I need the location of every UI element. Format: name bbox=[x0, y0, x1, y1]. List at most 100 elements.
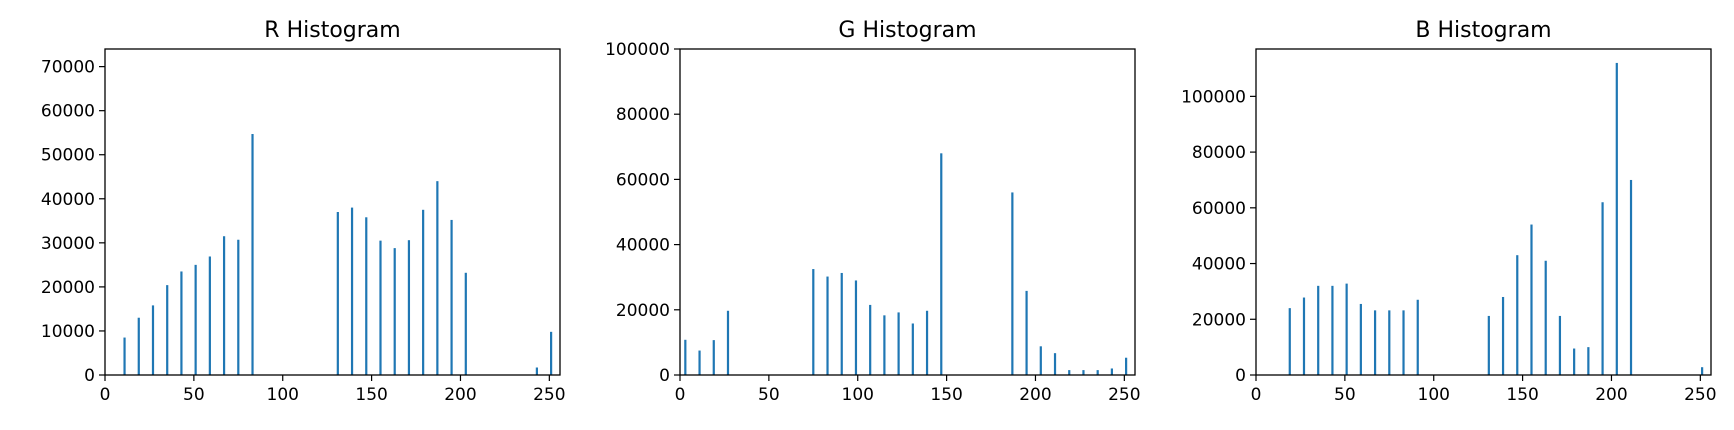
b-histogram-bar bbox=[1701, 367, 1704, 375]
g-y-tick-label: 40000 bbox=[616, 236, 670, 256]
g-y-tick-label: 60000 bbox=[616, 170, 670, 190]
g-histogram-bar bbox=[698, 350, 701, 375]
r-axes-frame bbox=[104, 48, 561, 376]
r-y-tick-label: 50000 bbox=[41, 146, 95, 166]
g-histogram-bar bbox=[712, 340, 715, 375]
r-histogram-bar bbox=[237, 239, 240, 375]
r-histogram-panel: R Histogram 0 50 100 150 200 250 0 10000 20000 300… bbox=[41, 18, 566, 405]
b-histogram-bar bbox=[1615, 62, 1618, 376]
r-y-tick-label: 20000 bbox=[41, 278, 95, 298]
g-histogram-bar bbox=[940, 153, 943, 375]
g-y-tick-label: 20000 bbox=[616, 301, 670, 321]
b-x-tick-label: 50 bbox=[1334, 385, 1356, 405]
g-x-tick-label: 150 bbox=[930, 385, 962, 405]
g-x-tick-label: 50 bbox=[758, 385, 780, 405]
b-histogram-bar bbox=[1573, 348, 1576, 375]
r-histogram-bar bbox=[535, 367, 538, 375]
g-histogram-bar bbox=[1125, 357, 1128, 375]
r-histogram-bar bbox=[137, 317, 140, 375]
r-histogram-bar bbox=[151, 305, 155, 375]
r-histogram-bar bbox=[222, 236, 226, 375]
g-y-tick-label: 80000 bbox=[616, 105, 670, 125]
b-axes-frame bbox=[1255, 48, 1712, 376]
b-y-tick-label: 0 bbox=[1235, 366, 1246, 386]
b-histogram-bar bbox=[1345, 283, 1348, 375]
g-histogram-bar bbox=[925, 310, 929, 375]
g-axes-frame bbox=[679, 48, 1136, 376]
g-y-tick-label: 100000 bbox=[605, 40, 670, 60]
g-histogram-bar bbox=[911, 323, 914, 375]
r-x-tick-label: 0 bbox=[100, 385, 111, 405]
b-histogram-panel: B Histogram 0 50 100 150 200 250 0 20000 40000 600… bbox=[1181, 18, 1716, 405]
b-histogram-bar bbox=[1587, 347, 1590, 375]
b-histogram-bar bbox=[1501, 296, 1505, 375]
g-histogram-bar bbox=[883, 315, 886, 375]
b-histogram-bar bbox=[1601, 202, 1604, 375]
r-y-tick-label: 10000 bbox=[41, 322, 95, 342]
r-histogram-bar bbox=[336, 212, 339, 375]
r-y-tick-label: 60000 bbox=[41, 102, 95, 122]
b-histogram-bar bbox=[1388, 310, 1391, 375]
r-y-tick-label: 40000 bbox=[41, 190, 95, 210]
g-histogram-bar bbox=[826, 276, 829, 375]
r-histogram-bar bbox=[550, 331, 553, 375]
r-histogram-bar bbox=[450, 219, 453, 375]
r-histogram-bar bbox=[464, 272, 467, 375]
b-x-tick-label: 200 bbox=[1595, 385, 1627, 405]
r-histogram-bar bbox=[123, 337, 126, 375]
b-x-tick-label: 100 bbox=[1418, 385, 1450, 405]
b-histogram-bar bbox=[1530, 224, 1533, 375]
r-y-tick-label: 70000 bbox=[41, 58, 95, 78]
g-x-tick-label: 100 bbox=[842, 385, 874, 405]
b-histogram-bar bbox=[1402, 310, 1405, 375]
g-histogram-bar bbox=[1082, 370, 1085, 375]
b-histogram-bar bbox=[1331, 285, 1334, 375]
b-y-tick-label: 20000 bbox=[1192, 310, 1246, 330]
r-histogram-title: R Histogram bbox=[264, 18, 400, 43]
r-histogram-bar bbox=[166, 285, 169, 375]
b-histogram-bar bbox=[1373, 310, 1377, 375]
b-histogram-bar bbox=[1558, 315, 1562, 375]
r-histogram-bar bbox=[251, 134, 254, 375]
r-x-tick-label: 100 bbox=[267, 385, 299, 405]
r-y-tick-label: 0 bbox=[84, 366, 95, 386]
b-x-tick-label: 150 bbox=[1506, 385, 1538, 405]
g-histogram-bar bbox=[726, 310, 730, 375]
r-histogram-bar bbox=[393, 248, 396, 375]
b-histogram-bar bbox=[1516, 255, 1519, 375]
r-histogram-bar bbox=[350, 207, 354, 375]
b-histogram-bar bbox=[1416, 299, 1419, 375]
g-histogram-bar bbox=[1068, 370, 1071, 375]
g-histogram-bar bbox=[869, 304, 872, 375]
b-histogram-bar bbox=[1317, 285, 1320, 375]
g-histogram-bar bbox=[840, 272, 843, 375]
g-histogram-panel: G Histogram 0 50 100 150 200 250 0 20000 40000 600… bbox=[605, 18, 1140, 405]
g-histogram-bar bbox=[684, 339, 687, 375]
b-y-tick-label: 100000 bbox=[1181, 87, 1246, 107]
g-x-tick-label: 250 bbox=[1108, 385, 1140, 405]
r-histogram-bar bbox=[407, 240, 411, 375]
b-histogram-bar bbox=[1487, 315, 1490, 375]
r-x-tick-label: 250 bbox=[533, 385, 565, 405]
r-y-tick-label: 30000 bbox=[41, 234, 95, 254]
b-histogram-bar bbox=[1629, 179, 1633, 375]
b-histogram-title: B Histogram bbox=[1415, 18, 1551, 43]
g-histogram-bar bbox=[812, 269, 815, 375]
b-y-tick-label: 60000 bbox=[1192, 199, 1246, 219]
b-x-tick-label: 0 bbox=[1251, 385, 1262, 405]
g-x-tick-label: 200 bbox=[1019, 385, 1051, 405]
b-histogram-bar bbox=[1359, 303, 1362, 375]
g-histogram-bar bbox=[897, 312, 900, 375]
g-histogram-bar bbox=[1110, 368, 1113, 375]
r-x-tick-label: 50 bbox=[183, 385, 205, 405]
g-histogram-bar bbox=[1039, 346, 1042, 375]
r-histogram-bar bbox=[436, 181, 439, 375]
g-x-tick-label: 0 bbox=[675, 385, 686, 405]
r-histogram-bar bbox=[208, 256, 211, 375]
r-histogram-bar bbox=[180, 271, 183, 375]
b-histogram-bar bbox=[1544, 260, 1547, 375]
g-histogram-title: G Histogram bbox=[838, 18, 976, 43]
r-histogram-bar bbox=[422, 209, 425, 375]
g-histogram-bar bbox=[854, 280, 858, 375]
